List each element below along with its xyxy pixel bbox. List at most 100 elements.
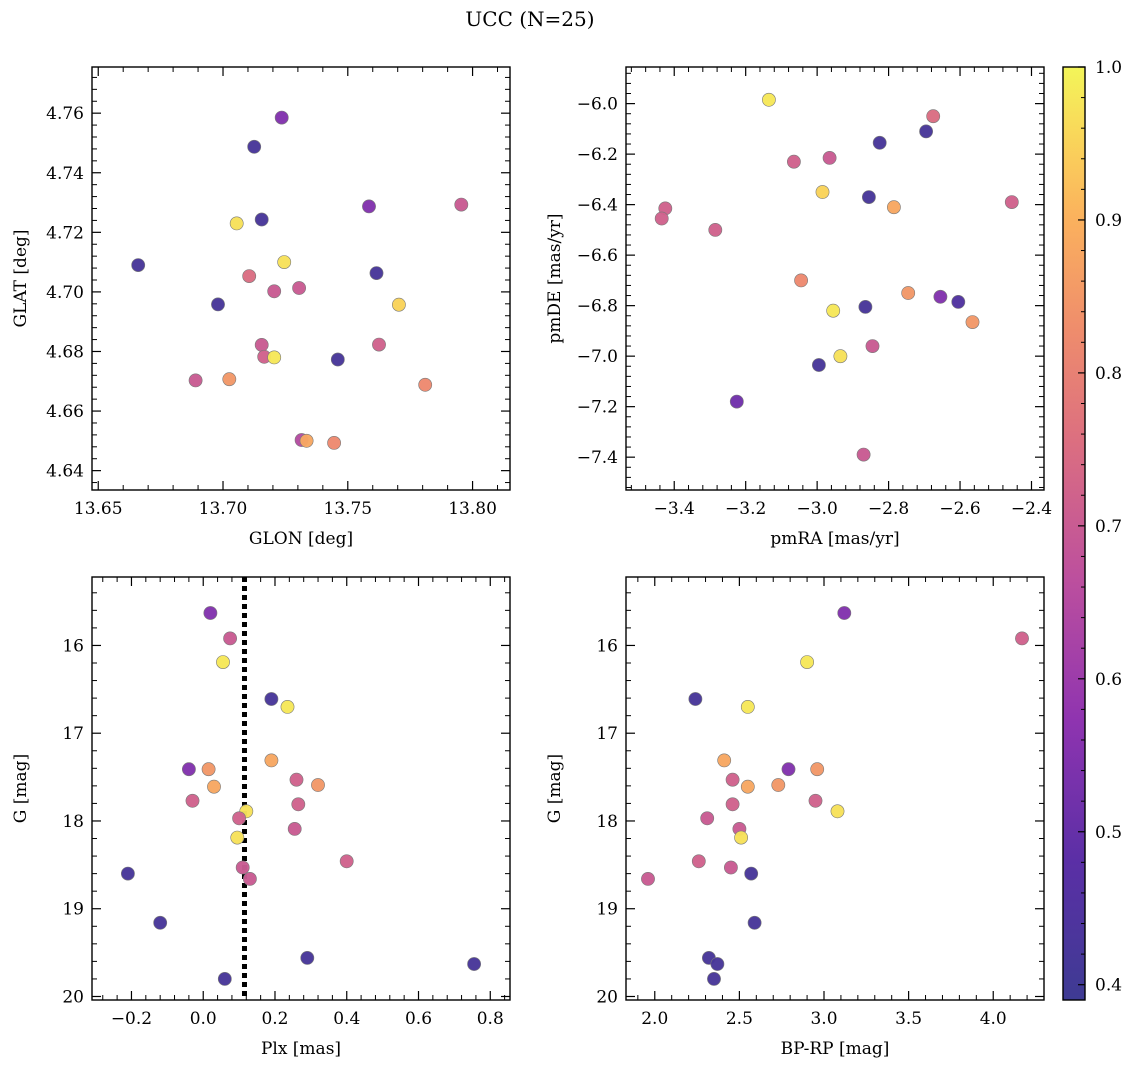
y-axis-label: G [mag] (11, 754, 31, 823)
x-tick-label: −3.4 (654, 499, 695, 519)
panel-pmra-pmde: −3.4 −3.2 −3.0 −2.8 −2.6 −2.4 −7.4 −7.2 −7.0 −6.8… (545, 66, 1052, 549)
data-point (700, 811, 715, 826)
y-axis-label: G [mag] (545, 754, 565, 823)
data-point (369, 266, 384, 280)
data-point (418, 377, 433, 392)
data-point (740, 779, 755, 794)
x-tick-label: 13.65 (74, 499, 123, 519)
data-point (454, 197, 469, 212)
data-point (724, 860, 738, 875)
x-tick-label: −3.0 (796, 499, 837, 519)
plot-frame (625, 66, 1045, 491)
data-point (292, 281, 306, 295)
x-tick-label: 3.5 (895, 1009, 922, 1029)
data-point (188, 373, 203, 388)
data-point (965, 315, 980, 329)
data-point (862, 190, 876, 204)
data-point (203, 606, 218, 620)
data-point (887, 200, 901, 215)
x-tick-label: 2.0 (641, 1009, 668, 1029)
data-point (185, 793, 200, 808)
data-point (223, 631, 237, 646)
data-point (287, 822, 302, 836)
x-tick-label: 3.0 (810, 1009, 837, 1029)
colorbar: 0.4 0.5 0.6 0.7 0.8 0.9 1.0 (1062, 58, 1122, 1001)
x-tick-label: −2.4 (1011, 499, 1052, 519)
data-point (707, 972, 721, 986)
y-tick-label: 19 (62, 900, 84, 920)
data-point (729, 394, 744, 409)
y-tick-label: −7.4 (577, 448, 618, 468)
panel-glon-glat: 13.65 13.70 13.75 13.80 4.64 4.66 4.68 4.70 4.72… (11, 66, 511, 549)
data-point (339, 854, 354, 869)
colorbar-tick-label: 0.9 (1095, 211, 1122, 231)
data-point (771, 778, 786, 792)
y-tick-label: 4.68 (46, 342, 84, 362)
y-tick-label: 4.64 (46, 462, 84, 482)
figure-title: UCC (N=25) (465, 7, 594, 31)
data-point (391, 297, 406, 312)
y-tick-label: −7.2 (577, 398, 618, 418)
colorbar-tick-label: 0.7 (1095, 517, 1122, 537)
data-point (274, 110, 289, 125)
colorbar-tick-label: 1.0 (1095, 58, 1122, 78)
data-point (822, 150, 837, 165)
data-point (808, 793, 823, 808)
data-point (264, 753, 279, 768)
y-tick-label: −6.8 (577, 297, 618, 317)
data-point (254, 212, 269, 227)
data-point (201, 762, 216, 777)
data-point (781, 762, 796, 777)
y-tick-label: −7.0 (577, 347, 618, 367)
data-point (856, 447, 871, 462)
colorbar-tick-label: 0.8 (1095, 364, 1122, 384)
y-tick-label: 19 (596, 900, 618, 920)
x-axis-label: pmRA [mas/yr] (770, 529, 899, 549)
y-tick-label: 4.66 (46, 402, 84, 422)
data-point (815, 185, 830, 199)
data-point (812, 358, 826, 372)
data-point (299, 433, 314, 448)
data-point (131, 258, 146, 272)
x-tick-label: −0.2 (111, 1009, 152, 1029)
data-point (211, 297, 225, 312)
y-tick-label: 16 (62, 636, 84, 656)
data-point (830, 804, 845, 819)
panel-bprp-g: 2.0 2.5 3.0 3.5 4.0 16 17 18 19 20 BP-RP [mag] G [m… (545, 576, 1045, 1059)
data-point (217, 972, 232, 986)
data-point (1004, 195, 1019, 209)
y-tick-label: 16 (596, 636, 618, 656)
data-point (232, 811, 246, 826)
data-point (691, 854, 706, 869)
data-point (289, 772, 304, 787)
x-axis-label: Plx [mas] (261, 1039, 341, 1059)
y-tick-label: 4.76 (46, 104, 84, 124)
data-point (641, 872, 655, 886)
y-tick-label: 17 (596, 724, 618, 744)
data-point (153, 915, 168, 930)
data-point (810, 762, 825, 777)
y-tick-label: −6.4 (577, 196, 618, 216)
data-point (865, 339, 880, 353)
data-point (654, 211, 669, 226)
x-tick-label: 0.8 (477, 1009, 504, 1029)
plot-frame (91, 66, 511, 491)
data-point (230, 830, 245, 845)
data-point (467, 957, 481, 971)
data-point (800, 655, 814, 669)
x-tick-label: −2.8 (868, 499, 909, 519)
data-point (833, 349, 848, 364)
x-axis-label: GLON [deg] (249, 529, 353, 549)
data-point (787, 154, 801, 169)
data-point (242, 269, 257, 283)
y-tick-label: 4.70 (46, 283, 84, 303)
x-tick-label: −2.6 (939, 499, 980, 519)
data-point (311, 778, 325, 792)
y-tick-label: −6.0 (577, 95, 618, 115)
data-point (717, 753, 732, 768)
data-point (247, 139, 262, 154)
x-tick-label: 0.2 (261, 1009, 288, 1029)
y-tick-label: 4.74 (46, 164, 84, 184)
data-point (708, 222, 723, 237)
x-axis-label: BP-RP [mag] (781, 1039, 890, 1059)
